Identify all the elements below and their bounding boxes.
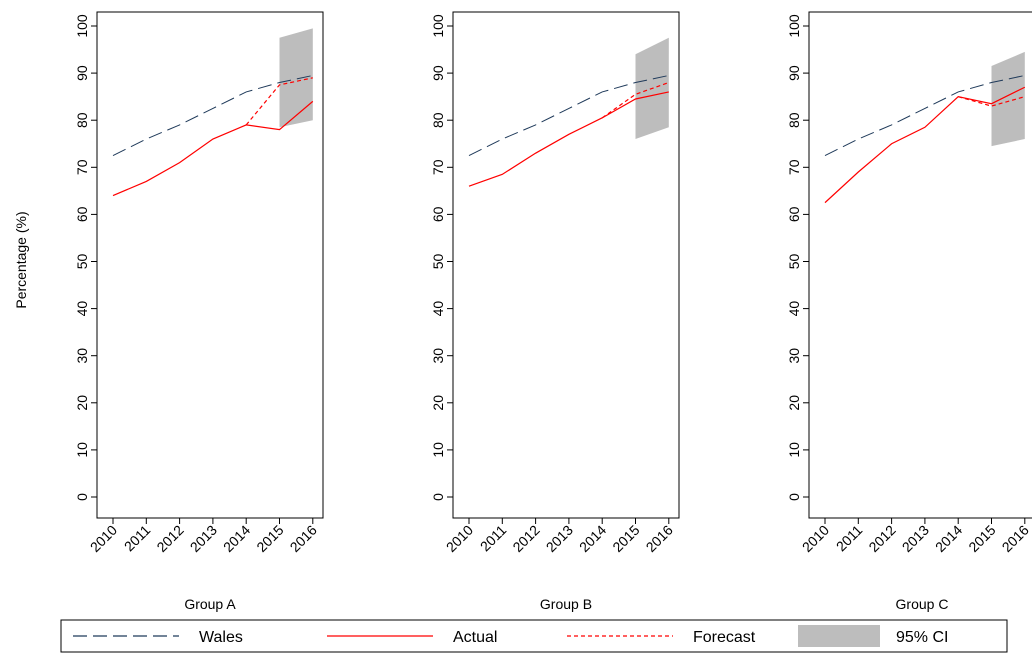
y-tick-label: 30 xyxy=(786,348,802,364)
wales-line xyxy=(112,74,313,156)
x-tick-label: 2016 xyxy=(999,522,1032,555)
forecast-line xyxy=(958,96,1025,107)
y-tick-label: 40 xyxy=(74,301,90,317)
y-tick-label: 80 xyxy=(430,112,446,128)
y-tick-label: 70 xyxy=(430,159,446,175)
x-tick-label: 2014 xyxy=(220,522,253,555)
forecast-line xyxy=(601,81,670,119)
y-tick-label: 50 xyxy=(74,254,90,270)
legend-label-actual: Actual xyxy=(453,629,497,646)
y-tick-label: 60 xyxy=(786,206,802,222)
x-tick-label: 2013 xyxy=(187,522,220,555)
ci-band xyxy=(279,28,313,128)
y-tick-label: 80 xyxy=(786,112,802,128)
y-tick-label: 50 xyxy=(430,254,446,270)
x-axis-title: Group C xyxy=(896,596,949,612)
x-tick-label: 2015 xyxy=(253,522,286,555)
x-tick-label: 2012 xyxy=(865,522,898,555)
y-tick-label: 100 xyxy=(74,14,90,38)
y-tick-label: 90 xyxy=(430,65,446,81)
x-tick-label: 2014 xyxy=(576,522,609,555)
y-tick-label: 20 xyxy=(74,395,90,411)
actual-line xyxy=(112,100,314,197)
y-tick-label: 40 xyxy=(430,301,446,317)
plot-frame xyxy=(96,11,324,519)
x-tick-label: 2015 xyxy=(965,522,998,555)
y-tick-label: 10 xyxy=(786,442,802,458)
x-tick-label: 2013 xyxy=(543,522,576,555)
x-tick-label: 2012 xyxy=(509,522,542,555)
x-tick-label: 2012 xyxy=(153,522,186,555)
legend: Wales Actual Forecast 95% CI xyxy=(60,619,1008,653)
wales-line xyxy=(824,74,1025,156)
y-tick-label: 20 xyxy=(786,395,802,411)
x-tick-label: 2011 xyxy=(121,522,154,555)
y-tick-label: 0 xyxy=(74,493,90,501)
y-tick-label: 10 xyxy=(430,442,446,458)
x-tick-label: 2010 xyxy=(443,522,476,555)
y-tick-label: 20 xyxy=(430,395,446,411)
legend-label-forecast: Forecast xyxy=(693,629,756,646)
x-tick-label: 2013 xyxy=(899,522,932,555)
y-tick-label: 80 xyxy=(74,112,90,128)
y-tick-label: 60 xyxy=(74,206,90,222)
y-tick-label: 70 xyxy=(786,159,802,175)
y-tick-label: 0 xyxy=(786,493,802,501)
y-axis-title: Percentage (%) xyxy=(13,211,29,308)
y-tick-label: 100 xyxy=(786,14,802,38)
actual-line xyxy=(824,86,1026,204)
y-tick-label: 10 xyxy=(74,442,90,458)
x-tick-label: 2014 xyxy=(932,522,965,555)
x-tick-label: 2011 xyxy=(477,522,510,555)
x-tick-label: 2011 xyxy=(833,522,866,555)
actual-line xyxy=(468,91,669,187)
x-tick-label: 2010 xyxy=(799,522,832,555)
legend-swatch-ci xyxy=(798,625,880,647)
y-tick-label: 30 xyxy=(74,348,90,364)
y-tick-label: 90 xyxy=(786,65,802,81)
x-tick-label: 2015 xyxy=(609,522,642,555)
x-tick-label: 2016 xyxy=(643,522,676,555)
legend-label-ci: 95% CI xyxy=(896,629,948,646)
x-axis-title: Group B xyxy=(540,596,592,612)
plot-frame xyxy=(808,11,1032,519)
y-tick-label: 70 xyxy=(74,159,90,175)
x-tick-label: 2010 xyxy=(87,522,120,555)
forecast-line xyxy=(245,77,313,126)
ci-band xyxy=(991,51,1025,147)
plot-frame xyxy=(452,11,680,519)
y-tick-label: 40 xyxy=(786,301,802,317)
wales-line xyxy=(468,74,669,156)
y-tick-label: 30 xyxy=(430,348,446,364)
y-tick-label: 60 xyxy=(430,206,446,222)
y-tick-label: 50 xyxy=(786,254,802,270)
y-tick-label: 90 xyxy=(74,65,90,81)
y-tick-label: 100 xyxy=(430,14,446,38)
legend-label-wales: Wales xyxy=(199,629,243,646)
x-axis-title: Group A xyxy=(184,596,236,612)
x-tick-label: 2016 xyxy=(287,522,320,555)
y-tick-label: 0 xyxy=(430,493,446,501)
